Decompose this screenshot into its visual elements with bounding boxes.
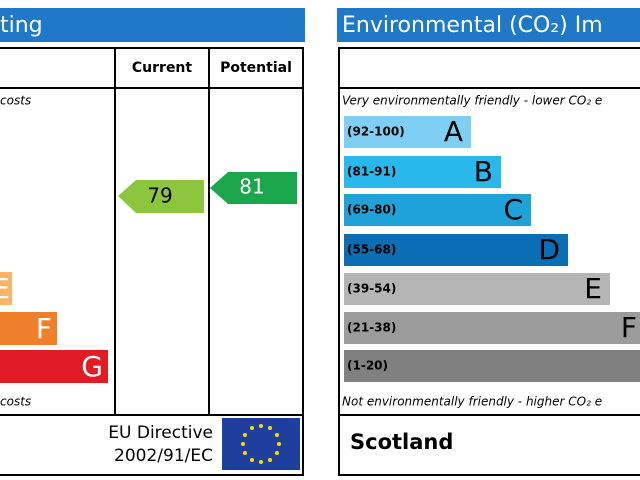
band-letter: E: [584, 272, 602, 305]
note: Very environmentally friendly - lower CO…: [342, 94, 602, 108]
panel-title: ting: [0, 13, 43, 38]
band-range: (81-91): [347, 165, 396, 179]
band-bar: [344, 273, 610, 305]
band-bar: [344, 234, 568, 266]
band-bar: [344, 350, 640, 382]
eu-stars: [241, 424, 281, 464]
directive: EU Directive: [108, 423, 213, 443]
band-letter: F: [36, 312, 52, 345]
region: Scotland: [350, 430, 453, 454]
band-bar: [344, 156, 501, 188]
column-header: Potential: [220, 60, 292, 76]
column-header: Current: [132, 60, 193, 76]
directive: 2002/91/EC: [114, 446, 213, 466]
band-letter: F: [621, 311, 637, 344]
potential-rating: 81: [239, 175, 264, 199]
band-range: (69-80): [347, 203, 396, 217]
note: Not environmentally friendly - higher CO…: [342, 395, 602, 409]
band-range: (21-38): [347, 321, 396, 335]
band-letter: C: [503, 193, 523, 226]
band-range: (55-68): [347, 243, 396, 257]
current-rating: 79: [147, 184, 172, 208]
band-range: (1-20): [347, 359, 388, 373]
band-bar: [344, 194, 531, 226]
band-bar: [344, 312, 640, 344]
band-letter: E: [0, 272, 10, 305]
band-letter: B: [474, 155, 493, 188]
note: costs: [0, 94, 31, 108]
band-letter: A: [444, 115, 463, 148]
band-letter: D: [538, 233, 560, 266]
note: costs: [0, 395, 31, 409]
band-letter: G: [81, 350, 103, 383]
panel-title: Environmental (CO₂) Im: [342, 13, 603, 38]
band-bar: [344, 116, 471, 148]
band-range: (39-54): [347, 282, 396, 296]
band-range: (92-100): [347, 125, 405, 139]
